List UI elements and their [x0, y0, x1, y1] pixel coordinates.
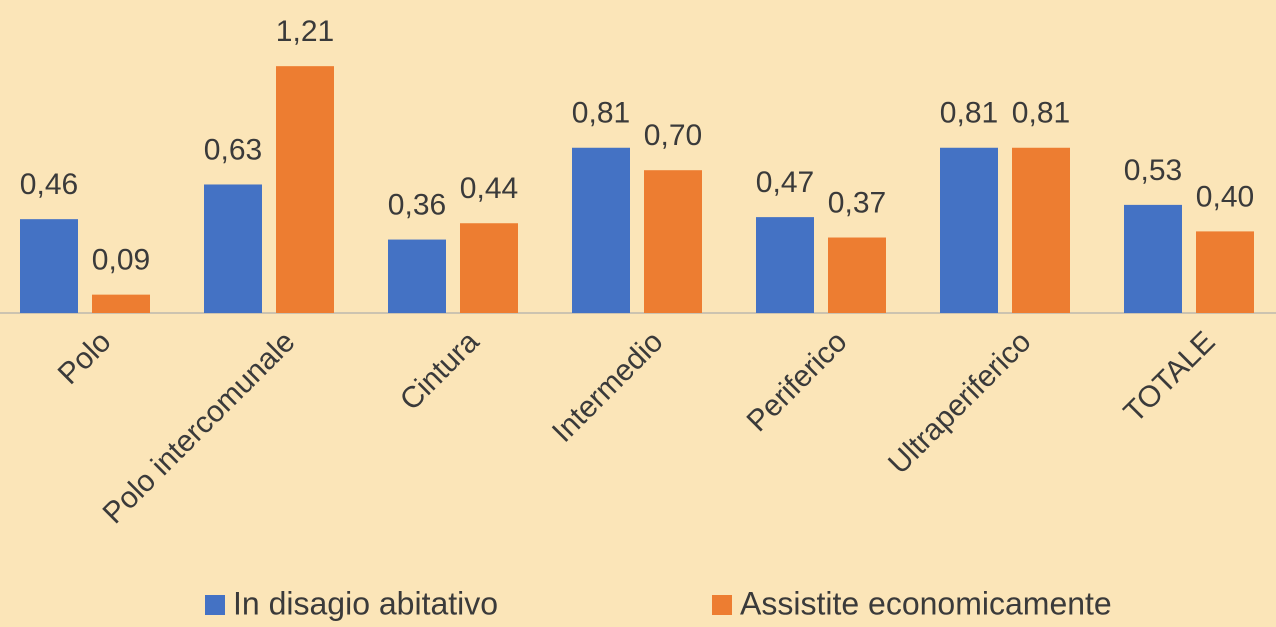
- data-label: 1,21: [276, 15, 334, 48]
- bar: [388, 239, 446, 313]
- data-label: 0,36: [388, 188, 446, 221]
- bar: [460, 223, 518, 313]
- bar: [828, 237, 886, 313]
- data-label: 0,63: [204, 133, 262, 166]
- bar: [1196, 231, 1254, 313]
- data-label: 0,37: [828, 186, 886, 219]
- data-label: 0,81: [572, 97, 630, 130]
- bar: [572, 147, 630, 313]
- bar: [1012, 147, 1070, 313]
- data-label: 0,47: [756, 166, 814, 199]
- legend-swatch: [205, 595, 225, 615]
- data-label: 0,81: [1012, 97, 1070, 130]
- legend-label: Assistite economicamente: [740, 585, 1112, 621]
- bar: [940, 147, 998, 313]
- bar: [20, 219, 78, 313]
- data-label: 0,81: [940, 97, 998, 130]
- data-label: 0,40: [1196, 180, 1254, 213]
- data-label: 0,53: [1124, 154, 1182, 187]
- legend-label: In disagio abitativo: [233, 585, 498, 621]
- data-label: 0,46: [20, 168, 78, 201]
- bar: [756, 217, 814, 313]
- data-label: 0,09: [92, 244, 150, 277]
- data-label: 0,70: [644, 119, 702, 152]
- data-label: 0,44: [460, 172, 518, 205]
- legend-swatch: [712, 595, 732, 615]
- bar: [644, 170, 702, 313]
- bar: [1124, 204, 1182, 313]
- bar: [276, 66, 334, 313]
- bar: [204, 184, 262, 313]
- bar: [92, 294, 150, 313]
